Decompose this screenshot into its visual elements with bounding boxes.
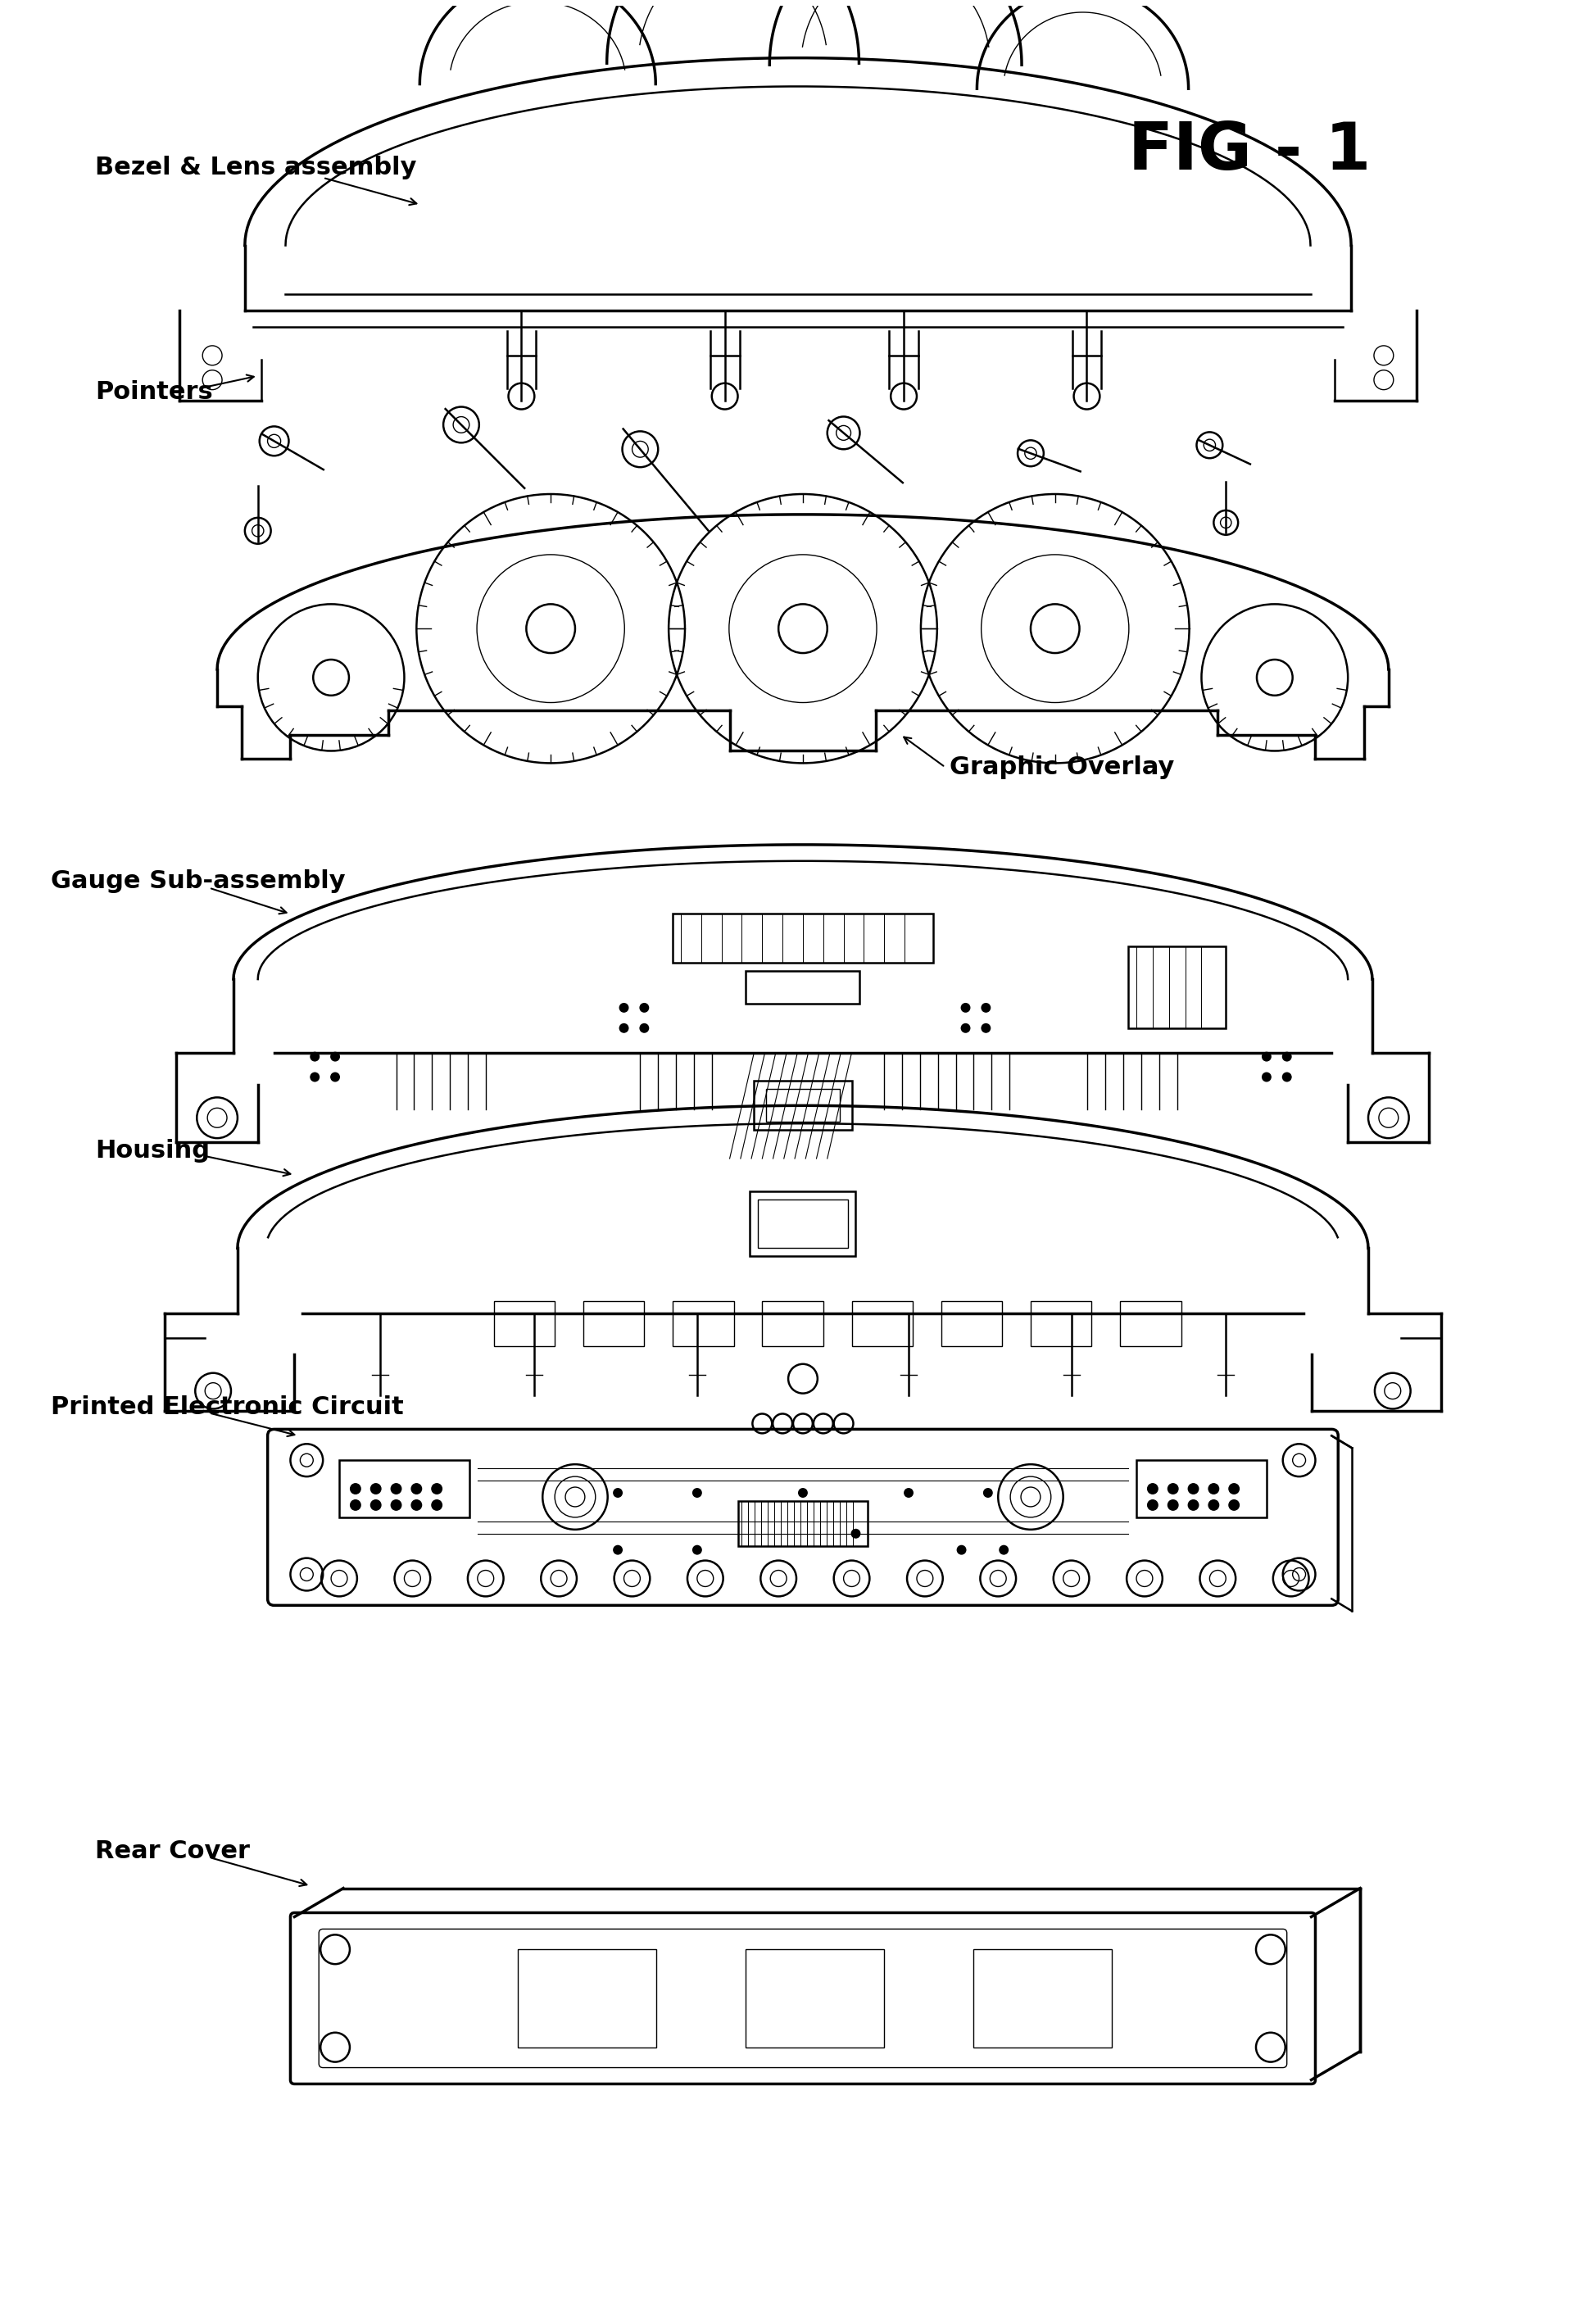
Circle shape	[1208, 1484, 1219, 1495]
Circle shape	[1167, 1484, 1179, 1495]
Bar	[1128, 947, 1226, 1029]
Circle shape	[1229, 1500, 1240, 1512]
Bar	[674, 915, 934, 964]
Text: Rear Cover: Rear Cover	[96, 1839, 251, 1865]
Text: Bezel & Lens assembly: Bezel & Lens assembly	[96, 156, 417, 179]
Circle shape	[640, 1003, 650, 1012]
Bar	[583, 1300, 645, 1347]
Bar	[852, 1300, 913, 1347]
Circle shape	[350, 1484, 361, 1495]
Circle shape	[693, 1544, 702, 1556]
Circle shape	[613, 1544, 622, 1556]
Circle shape	[330, 1073, 340, 1082]
Text: Housing: Housing	[96, 1138, 209, 1163]
Circle shape	[370, 1484, 381, 1495]
Circle shape	[1229, 1484, 1240, 1495]
Circle shape	[1148, 1500, 1159, 1512]
Bar	[766, 1089, 839, 1122]
Circle shape	[431, 1484, 442, 1495]
Bar	[1136, 1461, 1267, 1516]
Bar	[753, 1082, 852, 1131]
Bar	[758, 1200, 847, 1249]
Bar	[942, 1300, 1002, 1347]
Circle shape	[693, 1488, 702, 1498]
Circle shape	[1262, 1073, 1272, 1082]
Text: Pointers: Pointers	[96, 381, 212, 404]
Text: Gauge Sub-assembly: Gauge Sub-assembly	[51, 868, 345, 894]
Text: Graphic Overlay: Graphic Overlay	[950, 755, 1175, 780]
Text: FIG - 1: FIG - 1	[1128, 121, 1371, 183]
Circle shape	[1262, 1052, 1272, 1061]
Circle shape	[961, 1024, 970, 1033]
Circle shape	[350, 1500, 361, 1512]
Circle shape	[1282, 1073, 1291, 1082]
Bar	[1120, 1300, 1181, 1347]
Bar	[745, 971, 860, 1003]
Bar	[974, 1950, 1112, 2048]
Bar	[519, 1950, 656, 2048]
Circle shape	[330, 1052, 340, 1061]
Circle shape	[391, 1500, 402, 1512]
Circle shape	[370, 1500, 381, 1512]
Circle shape	[903, 1488, 913, 1498]
Circle shape	[613, 1488, 622, 1498]
Circle shape	[999, 1544, 1009, 1556]
Circle shape	[310, 1073, 319, 1082]
Circle shape	[961, 1003, 970, 1012]
Circle shape	[982, 1003, 991, 1012]
Bar	[1031, 1300, 1092, 1347]
Circle shape	[1187, 1500, 1199, 1512]
Circle shape	[410, 1484, 423, 1495]
Text: Printed Electronic Circuit: Printed Electronic Circuit	[51, 1396, 404, 1419]
Bar	[340, 1461, 469, 1516]
Circle shape	[851, 1528, 860, 1539]
Circle shape	[410, 1500, 423, 1512]
Circle shape	[1167, 1500, 1179, 1512]
Circle shape	[982, 1024, 991, 1033]
Circle shape	[1282, 1052, 1291, 1061]
Bar	[750, 1191, 855, 1256]
Circle shape	[391, 1484, 402, 1495]
Circle shape	[1187, 1484, 1199, 1495]
Bar	[674, 1300, 734, 1347]
Circle shape	[310, 1052, 319, 1061]
Circle shape	[619, 1003, 629, 1012]
Circle shape	[1148, 1484, 1159, 1495]
Circle shape	[431, 1500, 442, 1512]
Circle shape	[798, 1488, 808, 1498]
Circle shape	[1208, 1500, 1219, 1512]
Circle shape	[983, 1488, 993, 1498]
Circle shape	[956, 1544, 967, 1556]
Bar	[493, 1300, 555, 1347]
Circle shape	[619, 1024, 629, 1033]
Circle shape	[640, 1024, 650, 1033]
Bar	[745, 1950, 884, 2048]
Bar	[763, 1300, 824, 1347]
Bar	[737, 1500, 868, 1546]
